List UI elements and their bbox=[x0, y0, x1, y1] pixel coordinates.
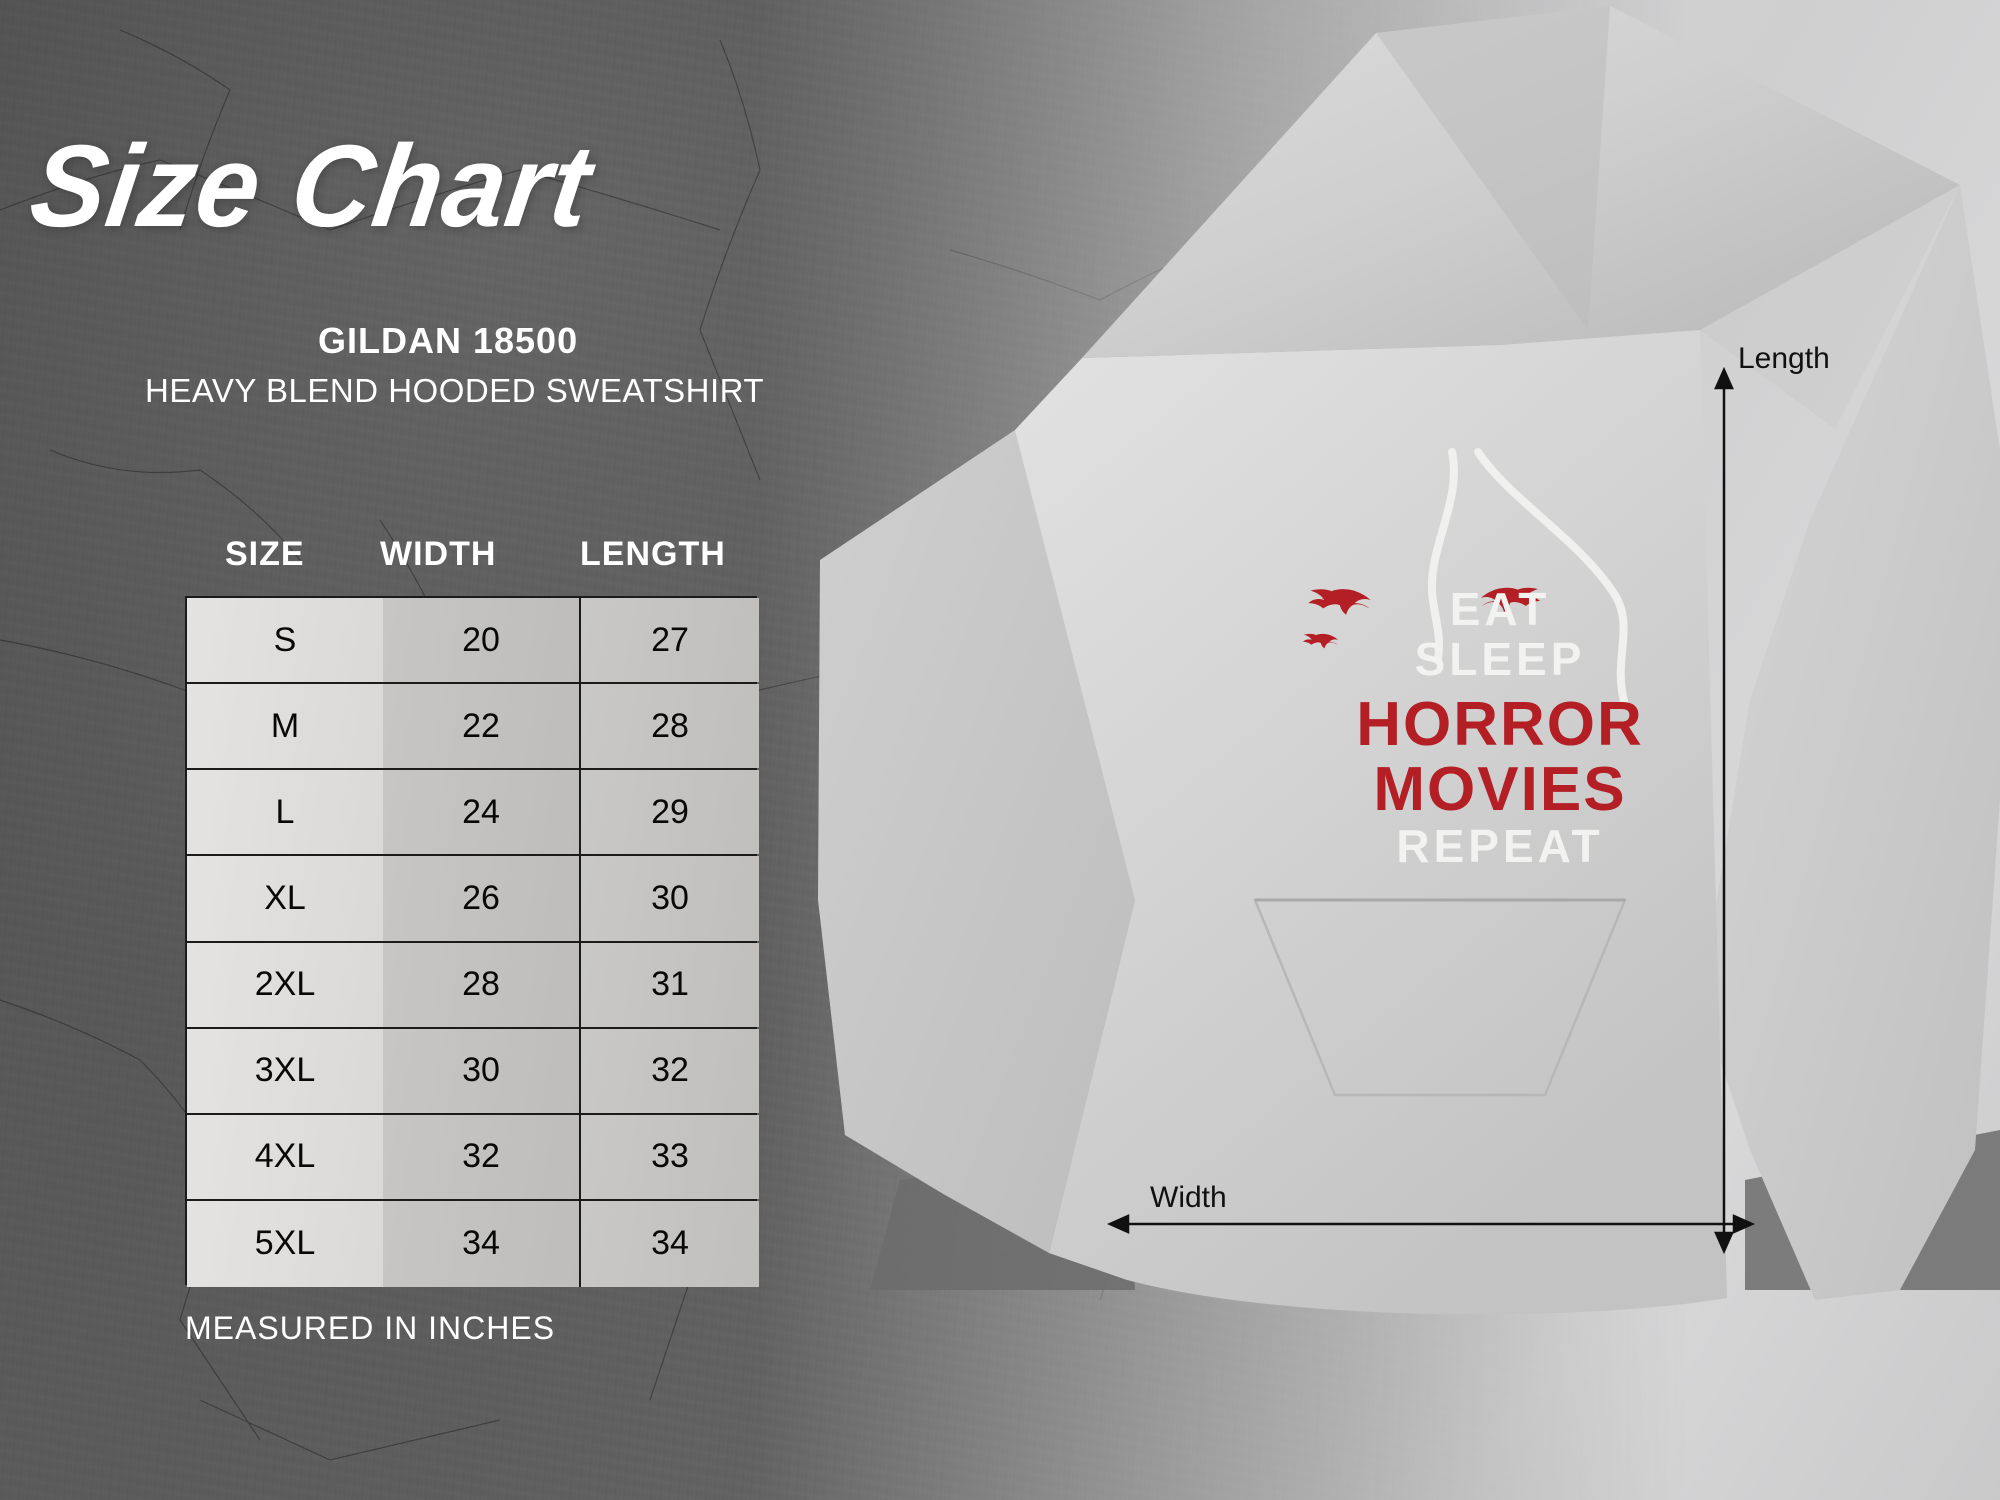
svg-text:REPEAT: REPEAT bbox=[1396, 820, 1603, 872]
svg-text:HORROR: HORROR bbox=[1356, 690, 1644, 759]
svg-text:SLEEP: SLEEP bbox=[1415, 633, 1586, 685]
svg-text:MOVIES: MOVIES bbox=[1373, 755, 1626, 824]
svg-text:Length: Length bbox=[1738, 342, 1830, 375]
svg-text:Width: Width bbox=[1150, 1181, 1227, 1214]
svg-text:EAT: EAT bbox=[1450, 583, 1551, 635]
